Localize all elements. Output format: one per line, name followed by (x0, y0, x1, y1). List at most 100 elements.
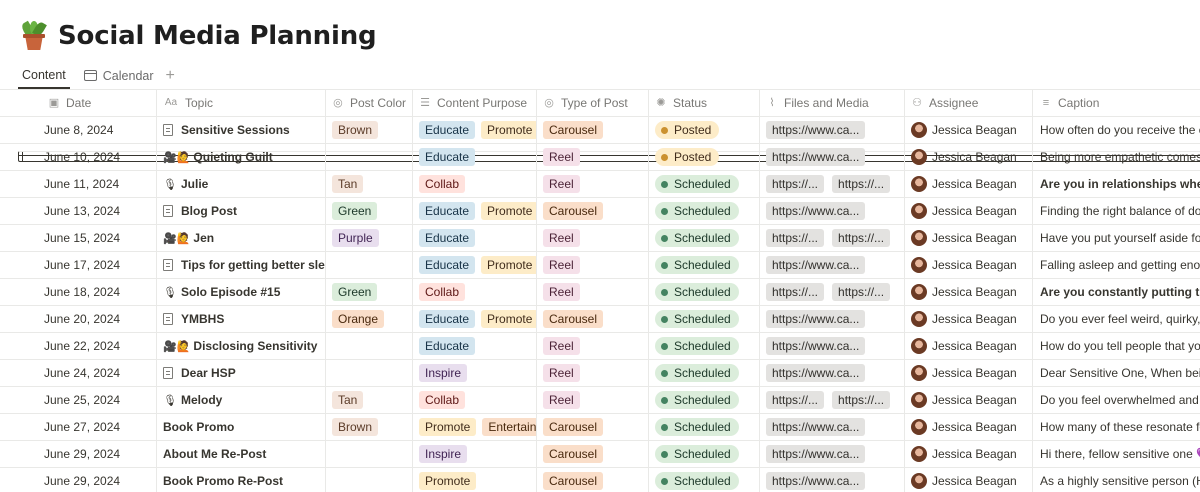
assignee-cell[interactable]: Jessica Beagan (905, 387, 1033, 413)
topic-title[interactable]: Disclosing Sensitivity (193, 339, 318, 353)
status-cell[interactable]: Scheduled (649, 360, 760, 386)
assignee-cell[interactable]: Jessica Beagan (905, 144, 1033, 170)
post-color-cell[interactable] (326, 360, 413, 386)
topic-cell[interactable]: YMBHS (157, 306, 326, 332)
column-header-date[interactable]: ▣ Date (0, 90, 157, 116)
content-purpose-cell[interactable]: Promote Entertain (413, 414, 537, 440)
date-cell[interactable]: June 27, 2024 (0, 414, 157, 440)
status-cell[interactable]: Scheduled (649, 441, 760, 467)
post-color-cell[interactable] (326, 252, 413, 278)
type-of-post-cell[interactable]: Carousel (537, 441, 649, 467)
date-cell[interactable]: June 24, 2024 (0, 360, 157, 386)
content-purpose-cell[interactable]: Promote (413, 468, 537, 492)
caption-cell[interactable]: How do you tell people that yo (1033, 333, 1200, 359)
status-cell[interactable]: Scheduled (649, 279, 760, 305)
topic-cell[interactable]: Book Promo (157, 414, 326, 440)
type-of-post-cell[interactable]: Reel (537, 333, 649, 359)
file-link[interactable]: https://www.ca... (766, 445, 866, 463)
topic-title[interactable]: About Me Re-Post (163, 447, 267, 461)
topic-cell[interactable]: Sensitive Sessions (157, 117, 326, 143)
page-title[interactable]: Social Media Planning (58, 21, 377, 51)
post-color-cell[interactable]: Purple (326, 225, 413, 251)
topic-cell[interactable]: 🎙 Solo Episode #15 (157, 279, 326, 305)
content-purpose-cell[interactable]: Educate Promote (413, 306, 537, 332)
assignee-cell[interactable]: Jessica Beagan (905, 441, 1033, 467)
caption-cell[interactable]: Finding the right balance of do (1033, 198, 1200, 224)
column-header-assignee[interactable]: ⚇ Assignee (905, 90, 1033, 116)
post-color-cell[interactable]: Orange (326, 306, 413, 332)
type-of-post-cell[interactable]: Carousel (537, 198, 649, 224)
caption-cell[interactable]: Are you in relationships where (1033, 171, 1200, 197)
file-link[interactable]: https://... (766, 175, 825, 193)
topic-title[interactable]: Sensitive Sessions (181, 123, 290, 137)
files-cell[interactable]: https://www.ca... (760, 144, 905, 170)
files-cell[interactable]: https://www.ca... (760, 306, 905, 332)
caption-cell[interactable]: Hi there, fellow sensitive one 💜 (1033, 441, 1200, 467)
files-cell[interactable]: https://www.ca... (760, 414, 905, 440)
file-link[interactable]: https://www.ca... (766, 202, 866, 220)
assignee-cell[interactable]: Jessica Beagan (905, 360, 1033, 386)
caption-cell[interactable]: Do you feel overwhelmed and (1033, 387, 1200, 413)
files-cell[interactable]: https://www.ca... (760, 252, 905, 278)
file-link[interactable]: https://... (766, 283, 825, 301)
date-cell[interactable]: June 25, 2024 (0, 387, 157, 413)
assignee-cell[interactable]: Jessica Beagan (905, 225, 1033, 251)
topic-cell[interactable]: Dear HSP (157, 360, 326, 386)
content-purpose-cell[interactable]: Educate (413, 333, 537, 359)
topic-title[interactable]: Jen (193, 231, 215, 245)
date-cell[interactable]: June 18, 2024 (0, 279, 157, 305)
files-cell[interactable]: https://... https://... (760, 171, 905, 197)
potted-plant-icon[interactable] (20, 20, 48, 51)
status-cell[interactable]: Scheduled (649, 387, 760, 413)
files-cell[interactable]: https://www.ca... (760, 333, 905, 359)
assignee-cell[interactable]: Jessica Beagan (905, 171, 1033, 197)
date-cell[interactable]: June 13, 2024 (0, 198, 157, 224)
content-purpose-cell[interactable]: Educate Promote (413, 117, 537, 143)
column-header-post-color[interactable]: ◎ Post Color (326, 90, 413, 116)
type-of-post-cell[interactable]: Reel (537, 252, 649, 278)
status-cell[interactable]: Scheduled (649, 468, 760, 492)
status-cell[interactable]: Scheduled (649, 414, 760, 440)
topic-title[interactable]: Book Promo Re-Post (163, 474, 284, 488)
file-link[interactable]: https://www.ca... (766, 148, 866, 166)
caption-cell[interactable]: Are you constantly putting the (1033, 279, 1200, 305)
file-link[interactable]: https://www.ca... (766, 364, 866, 382)
files-cell[interactable]: https://www.ca... (760, 468, 905, 492)
add-view-button[interactable]: + (165, 66, 175, 84)
type-of-post-cell[interactable]: Reel (537, 360, 649, 386)
status-cell[interactable]: Posted (649, 144, 760, 170)
caption-cell[interactable]: Being more empathetic comes (1033, 144, 1200, 170)
status-cell[interactable]: Scheduled (649, 198, 760, 224)
assignee-cell[interactable]: Jessica Beagan (905, 198, 1033, 224)
caption-cell[interactable]: Have you put yourself aside for (1033, 225, 1200, 251)
files-cell[interactable]: https://... https://... (760, 225, 905, 251)
date-cell[interactable]: June 8, 2024 (0, 117, 157, 143)
type-of-post-cell[interactable]: Reel (537, 279, 649, 305)
files-cell[interactable]: https://www.ca... (760, 117, 905, 143)
tab-content[interactable]: Content (18, 62, 1200, 162)
status-cell[interactable]: Scheduled (649, 306, 760, 332)
topic-cell[interactable]: 🎙 Julie (157, 171, 326, 197)
file-link[interactable]: https://www.ca... (766, 472, 866, 490)
post-color-cell[interactable] (326, 441, 413, 467)
status-cell[interactable]: Scheduled (649, 333, 760, 359)
assignee-cell[interactable]: Jessica Beagan (905, 414, 1033, 440)
type-of-post-cell[interactable]: Reel (537, 225, 649, 251)
tab-calendar[interactable]: Calendar (80, 62, 158, 89)
files-cell[interactable]: https://www.ca... (760, 198, 905, 224)
topic-cell[interactable]: 🎥🙋 Disclosing Sensitivity (157, 333, 326, 359)
topic-title[interactable]: YMBHS (181, 312, 225, 326)
date-cell[interactable]: June 22, 2024 (0, 333, 157, 359)
date-cell[interactable]: June 29, 2024 (0, 468, 157, 492)
topic-cell[interactable]: 🎥🙋 Jen (157, 225, 326, 251)
file-link[interactable]: https://... (766, 229, 825, 247)
topic-title[interactable]: Book Promo (163, 420, 235, 434)
post-color-cell[interactable] (326, 468, 413, 492)
status-cell[interactable]: Scheduled (649, 171, 760, 197)
file-link[interactable]: https://www.ca... (766, 256, 866, 274)
assignee-cell[interactable]: Jessica Beagan (905, 468, 1033, 492)
post-color-cell[interactable] (326, 333, 413, 359)
post-color-cell[interactable] (326, 144, 413, 170)
column-header-status[interactable]: ✺ Status (649, 90, 760, 116)
topic-title[interactable]: Blog Post (181, 204, 237, 218)
